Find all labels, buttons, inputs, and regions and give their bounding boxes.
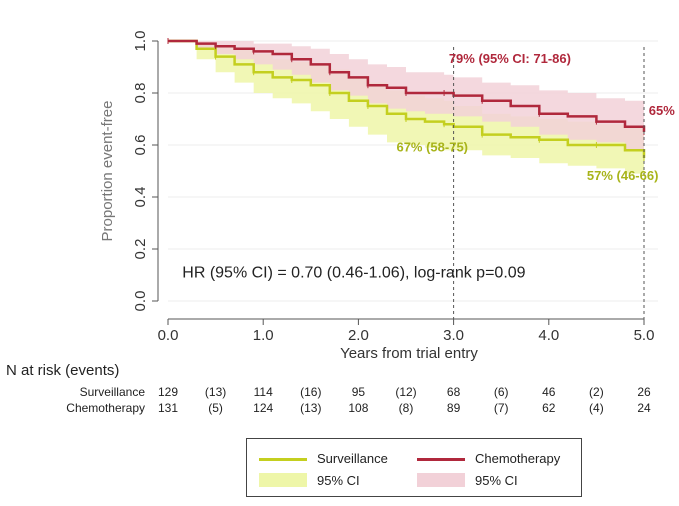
risk-row-label-surveillance: Surveillance [79,385,145,399]
risk-cell: 114 [253,385,273,399]
risk-cell: (2) [589,385,604,399]
y-tick-label-3: 0.6 [132,135,149,156]
y-tick-label-2: 0.4 [132,187,149,208]
estimate-annotation-3: 57% (46-66) [587,168,659,183]
y-tick-label-5: 1.0 [132,31,149,52]
ci-band-chemotherapy [168,41,644,158]
legend-chemotherapy-line [417,458,465,461]
risk-cell: 24 [637,401,651,415]
estimate-annotation-0: 79% (95% CI: 71-86) [449,51,571,66]
risk-cell: 89 [446,401,461,415]
risk-cell: (8) [398,401,414,415]
hazard-ratio-annotation: HR (95% CI) = 0.70 (0.46-1.06), log-rank… [182,265,525,282]
x-tick-label-0: 0.0 [158,327,179,344]
x-tick-label-4: 4.0 [538,327,559,344]
risk-cell: (16) [300,385,322,399]
risk-cell: 95 [351,385,366,399]
risk-cell: (4) [589,401,604,415]
risk-cell: 26 [637,385,651,399]
legend-chemotherapy-ci-swatch [417,473,465,487]
risk-cell: 62 [542,401,556,415]
y-axis-title: Proportion event-free [99,101,116,242]
legend-surveillance-line [259,458,307,461]
estimate-annotation-1: 65% [649,103,675,118]
risk-cell: 68 [446,385,461,399]
risk-row-label-chemotherapy: Chemotherapy [66,401,145,415]
y-tick-label-1: 0.2 [132,239,149,260]
risk-cell: (13) [300,401,322,415]
risk-cell: 46 [542,385,556,399]
legend-surveillance-ci-swatch [259,473,307,487]
estimate-annotation-2: 67% (58-75) [396,140,468,155]
x-axis-title: Years from trial entry [340,345,478,362]
risk-cell: (6) [493,385,509,399]
y-tick-label-4: 0.8 [132,83,149,104]
risk-cell: (13) [204,385,227,399]
risk-table-title: N at risk (events) [6,362,120,379]
y-tick-label-0: 0.0 [132,291,149,312]
legend-chemotherapy-ci-label: 95% CI [475,473,518,488]
risk-cell: 131 [157,401,179,415]
legend: Surveillance Chemotherapy 95% CI 95% CI [246,438,582,497]
x-tick-label-5: 5.0 [634,327,655,344]
risk-cell: 124 [253,401,274,415]
legend-chemotherapy-label: Chemotherapy [475,451,561,466]
legend-surveillance-ci-label: 95% CI [317,473,360,488]
x-tick-label-3: 3.0 [443,327,464,344]
risk-cell: (5) [208,401,223,415]
risk-cell: (7) [493,401,509,415]
risk-cell: (12) [395,385,417,399]
risk-cell: 129 [157,385,179,399]
risk-cell: 108 [348,401,369,415]
x-tick-label-2: 2.0 [348,327,369,344]
legend-surveillance-label: Surveillance [317,451,388,466]
x-tick-label-1: 1.0 [253,327,274,344]
